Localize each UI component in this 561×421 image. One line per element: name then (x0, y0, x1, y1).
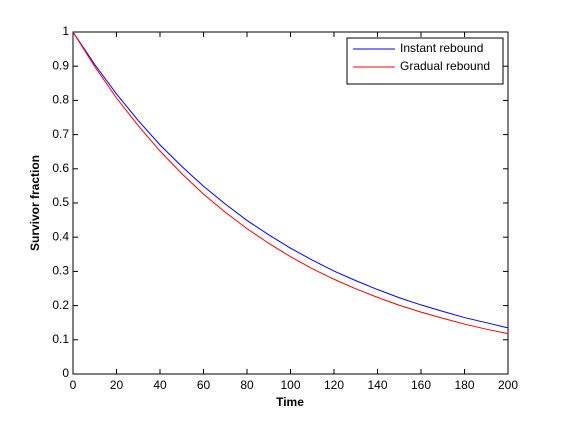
x-tick-label: 60 (197, 378, 211, 392)
x-tick-label: 120 (324, 378, 344, 392)
x-tick-label: 200 (498, 378, 518, 392)
y-tick-label: 1 (62, 24, 69, 38)
y-axis-label: Survivor fraction (28, 155, 42, 251)
data-line (72, 31, 509, 329)
y-tick-label: 0.1 (52, 332, 69, 346)
legend-label: Instant rebound (400, 41, 483, 55)
y-tick-label: 0.4 (52, 229, 69, 243)
x-tick-label: 100 (280, 378, 300, 392)
x-tick-label: 140 (367, 378, 387, 392)
y-tick-label: 0.6 (52, 161, 69, 175)
x-tick-label: 20 (110, 378, 124, 392)
plot-area (72, 31, 509, 375)
legend-box (346, 37, 504, 85)
x-tick-label: 80 (240, 378, 254, 392)
data-line (72, 31, 509, 335)
y-tick-label: 0.2 (52, 298, 69, 312)
y-tick-label: 0.3 (52, 264, 69, 278)
x-axis-label: Time (276, 395, 304, 409)
y-tick-label: 0.5 (52, 195, 69, 209)
x-tick-label: 40 (153, 378, 167, 392)
x-tick-label: 0 (70, 378, 77, 392)
x-tick-label: 160 (411, 378, 431, 392)
legend-label: Gradual rebound (400, 59, 490, 73)
x-tick-label: 180 (454, 378, 474, 392)
y-tick-label: 0.8 (52, 93, 69, 107)
y-tick-label: 0.7 (52, 127, 69, 141)
y-tick-label: 0.9 (52, 58, 69, 72)
y-tick-label: 0 (62, 366, 69, 380)
